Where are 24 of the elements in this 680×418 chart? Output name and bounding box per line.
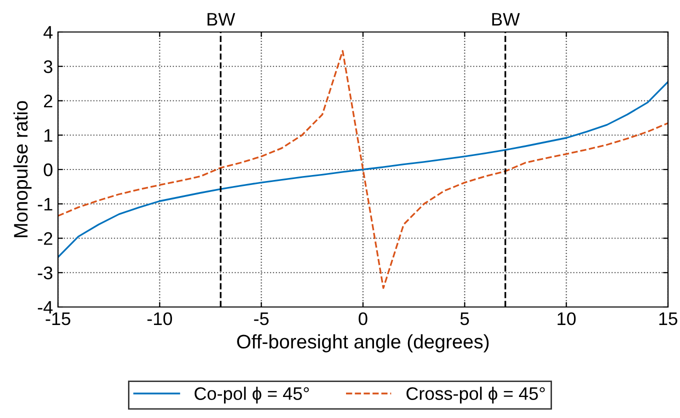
- x-tick-label: 0: [358, 312, 368, 326]
- x-axis-title: Off-boresight angle (degrees): [237, 334, 489, 352]
- legend-label: Co-pol ϕ = 45°: [194, 386, 309, 404]
- y-tick-label: 2: [44, 94, 52, 108]
- x-tick-label: -10: [147, 312, 172, 326]
- legend-label: Cross-pol ϕ = 45°: [406, 386, 545, 404]
- y-axis-title: Monopulse ratio: [13, 101, 32, 238]
- y-tick-label: 4: [44, 26, 53, 39]
- y-tick-label: 1: [44, 129, 52, 142]
- x-tick-label: 10: [558, 312, 576, 326]
- ref-line-label: BW: [492, 13, 520, 26]
- x-tick-label: -15: [46, 312, 70, 326]
- y-tick-label: -2: [38, 232, 52, 245]
- y-tick-label: 3: [44, 60, 52, 74]
- x-tick-label: 5: [460, 312, 469, 326]
- y-tick-label: -4: [38, 301, 53, 314]
- line-series: [58, 50, 668, 289]
- y-tick-label: -3: [38, 266, 52, 280]
- y-tick-label: -1: [38, 198, 52, 210]
- line-series: [58, 81, 668, 258]
- y-tick-label: 0: [44, 163, 52, 176]
- x-tick-label: 15: [659, 312, 678, 326]
- x-tick-label: -5: [254, 312, 269, 326]
- ref-line-label: BW: [208, 13, 236, 26]
